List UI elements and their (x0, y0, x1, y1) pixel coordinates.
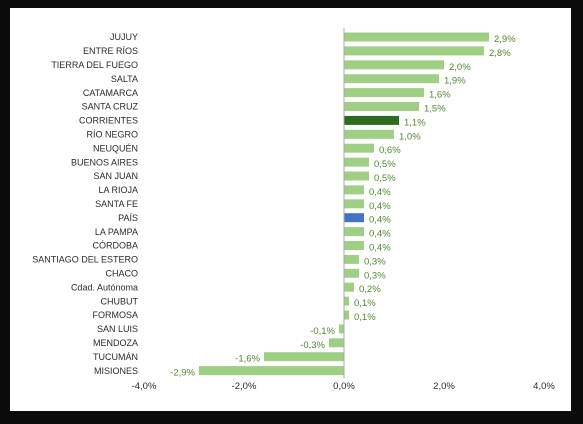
value-label-misiones: -2,9% (170, 368, 195, 379)
bar-catamarca (344, 88, 424, 98)
bar-neuquen (344, 143, 374, 153)
value-label-chaco: 0,3% (364, 270, 386, 281)
bars-layer (199, 32, 489, 376)
category-label-cordoba: CÓRDOBA (92, 241, 138, 251)
category-label-santa-cruz: SANTA CRUZ (82, 102, 139, 112)
category-label-la-pampa: LA PAMPA (95, 227, 138, 237)
value-label-cordoba: 0,4% (369, 243, 391, 254)
category-label-la-rioja: LA RIOJA (98, 185, 138, 195)
x-tick-label: 2,0% (433, 381, 455, 392)
value-label-pais: 0,4% (369, 215, 391, 226)
value-label-san-luis: -0,1% (310, 326, 335, 337)
bar-misiones (199, 366, 344, 376)
value-label-formosa: 0,1% (354, 312, 376, 323)
bar-chubut (344, 296, 349, 306)
bar-chart: JUJUY 2,9% ENTRE RÍOS 2,8% TIERRA DEL FUEGO 2… (32, 28, 555, 392)
value-label-tucuman: -1,6% (235, 354, 260, 365)
category-label-salta: SALTA (111, 74, 138, 84)
chart-panel: JUJUY 2,9% ENTRE RÍOS 2,8% TIERRA DEL FUEGO 2… (10, 8, 571, 411)
bar-tucuman (264, 352, 344, 362)
category-label-corrientes: CORRIENTES (79, 116, 138, 126)
category-label-san-luis: SAN LUIS (97, 324, 138, 334)
category-label-catamarca: CATAMARCA (83, 88, 138, 98)
bar-la-rioja (344, 185, 364, 195)
bar-corrientes (344, 115, 399, 125)
value-label-mendoza: -0,3% (300, 340, 325, 351)
value-label-la-pampa: 0,4% (369, 229, 391, 240)
value-label-santa-fe: 0,4% (369, 201, 391, 212)
category-label-neuquen: NEUQUÉN (93, 143, 138, 153)
category-label-formosa: FORMOSA (92, 310, 138, 320)
bar-cdad-autonoma (344, 282, 354, 292)
bar-chaco (344, 268, 359, 278)
category-label-pais: PAÍS (118, 213, 138, 223)
value-label-jujuy: 2,9% (494, 34, 516, 45)
bar-mendoza (329, 338, 344, 348)
category-label-tucuman: TUCUMÁN (93, 352, 138, 362)
bar-tierra-del-fuego (344, 60, 444, 70)
value-label-rio-negro: 1,0% (399, 131, 421, 142)
value-label-catamarca: 1,6% (429, 90, 451, 101)
category-label-tierra-del-fuego: TIERRA DEL FUEGO (51, 60, 138, 70)
bar-cordoba (344, 241, 364, 250)
value-label-neuquen: 0,6% (379, 145, 401, 156)
value-label-salta: 1,9% (444, 76, 466, 87)
x-tick-label: 4,0% (533, 381, 555, 392)
value-label-corrientes: 1,1% (404, 117, 426, 128)
value-label-buenos-aires: 0,5% (374, 159, 396, 170)
category-label-san-juan: SAN JUAN (93, 171, 138, 181)
x-tick-label: -2,0% (232, 381, 257, 392)
category-label-santa-fe: SANTA FE (95, 199, 138, 209)
bar-pais (344, 213, 364, 223)
bar-rio-negro (344, 129, 394, 139)
category-label-buenos-aires: BUENOS AIRES (71, 157, 138, 167)
category-label-chaco: CHACO (105, 269, 138, 279)
category-label-misiones: MISIONES (94, 366, 138, 376)
bar-jujuy (344, 32, 489, 42)
value-label-chubut: 0,1% (354, 298, 376, 309)
bar-buenos-aires (344, 157, 369, 167)
bar-santa-cruz (344, 102, 419, 111)
category-label-mendoza: MENDOZA (93, 338, 138, 348)
bar-formosa (344, 310, 349, 320)
bar-entre-rios (344, 46, 484, 56)
bar-san-luis (339, 324, 344, 334)
value-label-tierra-del-fuego: 2,0% (449, 62, 471, 73)
category-label-santiago-del-estero: SANTIAGO DEL ESTERO (32, 255, 138, 265)
x-tick-label: 0,0% (333, 381, 355, 392)
x-tick-label: -4,0% (132, 381, 157, 392)
value-label-la-rioja: 0,4% (369, 187, 391, 198)
category-label-jujuy: JUJUY (110, 32, 138, 42)
value-label-entre-rios: 2,8% (489, 48, 511, 59)
bar-santa-fe (344, 199, 364, 209)
category-label-entre-rios: ENTRE RÍOS (83, 46, 138, 56)
value-label-san-juan: 0,5% (374, 173, 396, 184)
category-label-rio-negro: RÍO NEGRO (86, 130, 138, 140)
value-label-cdad-autonoma: 0,2% (359, 284, 381, 295)
labels-layer: JUJUY 2,9% ENTRE RÍOS 2,8% TIERRA DEL FUEGO 2… (32, 32, 555, 392)
value-label-santiago-del-estero: 0,3% (364, 256, 386, 267)
value-label-santa-cruz: 1,5% (424, 104, 446, 115)
bar-san-juan (344, 171, 369, 181)
bar-santiago-del-estero (344, 254, 359, 264)
bar-la-pampa (344, 227, 364, 237)
category-label-cdad-autonoma: Cdad. Autónoma (71, 282, 138, 292)
bar-salta (344, 74, 439, 84)
category-label-chubut: CHUBUT (101, 296, 139, 306)
